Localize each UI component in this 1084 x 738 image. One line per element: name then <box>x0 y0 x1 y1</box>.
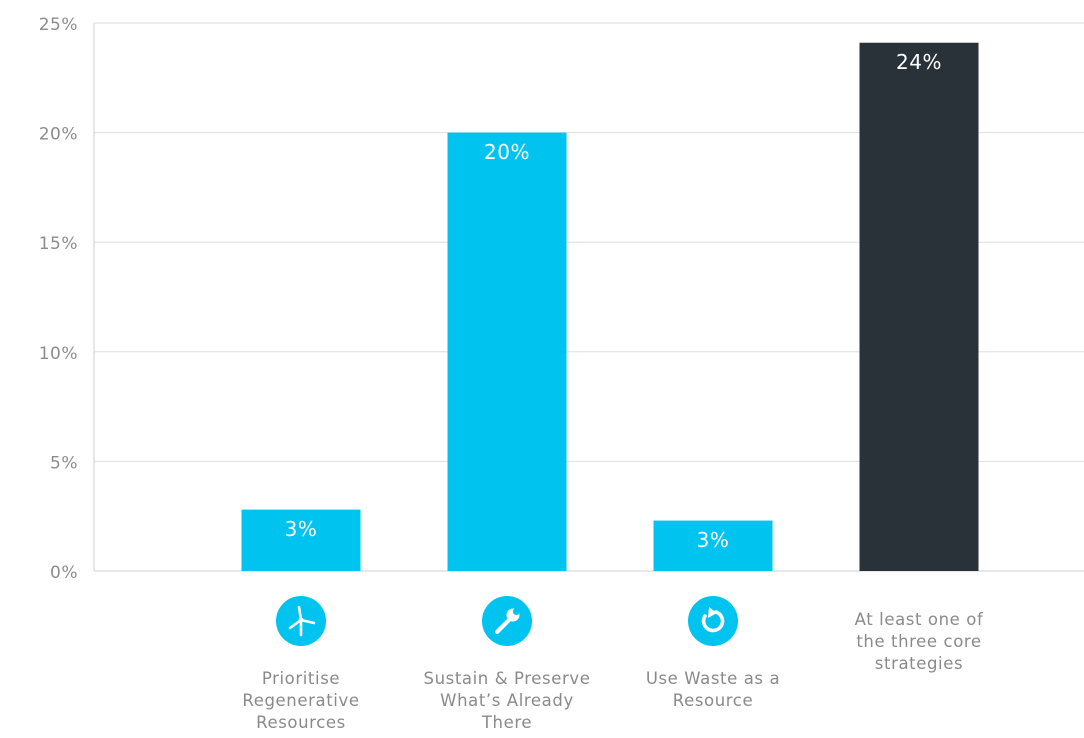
bar-group: 3% <box>653 520 773 571</box>
bar-group: 3% <box>241 509 361 571</box>
category-label: Use Waste as a Resource <box>646 669 780 710</box>
data-label: 3% <box>285 517 318 541</box>
y-tick-label: 5% <box>50 453 78 473</box>
data-label: 3% <box>697 528 730 552</box>
y-tick-label: 25% <box>39 15 78 35</box>
bar <box>447 132 567 571</box>
y-tick-label: 20% <box>39 125 78 145</box>
bar <box>241 509 361 571</box>
data-label: 20% <box>484 140 530 164</box>
wrench-icon <box>482 596 532 646</box>
bar-group: 20% <box>447 132 567 571</box>
y-tick-label: 15% <box>39 234 78 254</box>
wind-turbine-icon <box>276 596 326 646</box>
bar-group: 24% <box>859 42 979 571</box>
category-label: Prioritise Regenerative Resources <box>242 669 359 732</box>
recycle-loop-icon <box>688 596 738 646</box>
category-label: Sustain & Preserve What’s Already There <box>424 669 591 732</box>
y-tick-label: 0% <box>50 563 78 583</box>
bar <box>859 42 979 571</box>
category-label: At least one of the three core strategies <box>855 610 984 673</box>
data-label: 24% <box>896 50 942 74</box>
y-tick-label: 10% <box>39 344 78 364</box>
bar <box>653 520 773 571</box>
